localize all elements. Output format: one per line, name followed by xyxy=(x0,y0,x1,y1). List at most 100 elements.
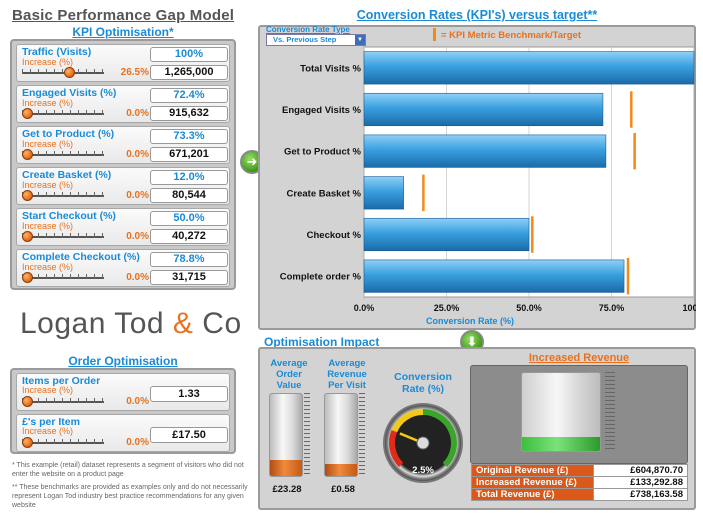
gauge-hub xyxy=(416,436,430,450)
order-card: Items per Order Increase (%) 1.33 0.0% xyxy=(16,373,230,411)
kpi-card: Traffic (Visits) Increase (%) 100% 1,265,00… xyxy=(16,44,230,82)
slider-thumb[interactable] xyxy=(22,190,33,201)
kpi-card: Create Basket (%) Increase (%) 12.0% 80,544… xyxy=(16,167,230,205)
kpi-increase-slider[interactable] xyxy=(22,233,104,238)
order-card: £'s per Item Increase (%) £17.50 0.0% xyxy=(16,414,230,452)
revenue-table: Original Revenue (£) £604,870.70 Increased… xyxy=(471,464,688,501)
aov-label: Average Order Value xyxy=(270,358,308,391)
impact-section-title: Optimisation Impact xyxy=(264,335,380,349)
aov-scale xyxy=(304,393,310,477)
order-label: Items per Order xyxy=(22,375,101,387)
revenue-row-value: £738,163.58 xyxy=(593,488,688,501)
page-title: Basic Performance Gap Model xyxy=(12,7,235,24)
kpi-increase-caption: Increase (%) xyxy=(22,98,74,108)
slider-thumb[interactable] xyxy=(63,67,75,78)
order-panel: Items per Order Increase (%) 1.33 0.0% £'s p… xyxy=(10,368,236,454)
order-value-field[interactable]: £17.50 xyxy=(150,427,228,443)
kpi-increase-slider[interactable] xyxy=(22,192,104,197)
kpi-rate-field[interactable]: 73.3% xyxy=(150,129,228,144)
revenue-fill xyxy=(522,436,600,451)
x-tick-label: 50.0% xyxy=(516,303,542,313)
x-tick-label: 100% xyxy=(682,303,696,313)
conversion-rate-type-label: Conversion Rate Type xyxy=(266,25,350,34)
conversion-section-title: Conversion Rates (KPI's) versus target** xyxy=(356,8,598,22)
slider-thumb[interactable] xyxy=(22,231,33,242)
kpi-increase-value: 0.0% xyxy=(126,190,149,201)
x-axis-label: Conversion Rate (%) xyxy=(426,316,514,326)
revenue-row: Original Revenue (£) £604,870.70 xyxy=(471,464,688,477)
conversion-rate-type-select[interactable]: Vs. Previous Step ▼ xyxy=(266,34,366,46)
category-label: Create Basket % xyxy=(287,188,362,199)
slider-thumb[interactable] xyxy=(22,396,33,407)
kpi-rate-field[interactable]: 78.8% xyxy=(150,252,228,267)
kpi-rate-field[interactable]: 100% xyxy=(150,47,228,62)
footnote-1: * This example (retail) dataset represen… xyxy=(12,462,244,478)
slider-thumb[interactable] xyxy=(22,272,33,283)
benchmark-legend-mark xyxy=(433,28,436,41)
revenue-row-label: Total Revenue (£) xyxy=(471,488,594,501)
kpi-rate-field[interactable]: 50.0% xyxy=(150,211,228,226)
x-tick-label: 0.0% xyxy=(354,303,375,313)
kpi-increase-value: 0.0% xyxy=(126,231,149,242)
kpi-rate-field[interactable]: 12.0% xyxy=(150,170,228,185)
conversion-rate-type-value: Vs. Previous Step xyxy=(273,35,337,44)
order-increase-value: 0.0% xyxy=(126,437,149,448)
revenue-row-label: Increased Revenue (£) xyxy=(471,476,594,489)
conversion-rate-gauge-label: Conversion Rate (%) xyxy=(394,371,452,395)
rpv-fill xyxy=(325,463,357,476)
kpi-increase-caption: Increase (%) xyxy=(22,180,74,190)
kpi-card: Get to Product (%) Increase (%) 73.3% 671,2… xyxy=(16,126,230,164)
conversion-rate-gauge: 2.5% xyxy=(383,403,463,483)
order-increase-slider[interactable] xyxy=(22,398,104,403)
kpi-label: Get to Product (%) xyxy=(22,128,115,140)
kpi-count-value: 80,544 xyxy=(150,188,228,203)
revenue-row-value: £604,870.70 xyxy=(593,464,688,477)
x-tick-label: 75.0% xyxy=(599,303,625,313)
order-increase-caption: Increase (%) xyxy=(22,385,74,395)
revenue-tube xyxy=(521,372,601,452)
kpi-increase-slider[interactable] xyxy=(22,110,104,115)
kpi-increase-slider[interactable] xyxy=(22,151,104,156)
bar xyxy=(363,217,530,252)
order-label: £'s per Item xyxy=(22,416,80,428)
category-label: Checkout % xyxy=(307,230,362,241)
increased-revenue-title: Increased Revenue xyxy=(528,352,630,364)
slider-thumb[interactable] xyxy=(22,108,33,119)
slider-thumb[interactable] xyxy=(22,437,33,448)
kpi-increase-caption: Increase (%) xyxy=(22,221,74,231)
bar xyxy=(363,51,695,85)
kpi-count-value: 40,272 xyxy=(150,229,228,244)
conversion-bar-chart: Total Visits % Engaged Visits % Get to Pro… xyxy=(280,46,696,326)
kpi-label: Start Checkout (%) xyxy=(22,210,116,222)
revenue-row: Increased Revenue (£) £133,292.88 xyxy=(471,476,688,489)
category-label: Engaged Visits % xyxy=(282,105,362,116)
order-increase-slider[interactable] xyxy=(22,439,104,444)
rpv-scale xyxy=(359,393,365,477)
category-label: Complete order % xyxy=(280,272,362,283)
kpi-rate-field[interactable]: 72.4% xyxy=(150,88,228,103)
aov-tube xyxy=(269,393,303,477)
kpi-increase-slider[interactable] xyxy=(22,274,104,279)
kpi-label: Complete Checkout (%) xyxy=(22,251,140,263)
kpi-increase-caption: Increase (%) xyxy=(22,262,74,272)
logan-tod-logo: Logan Tod & Co xyxy=(20,307,242,341)
revenue-scale xyxy=(605,372,615,452)
kpi-increase-value: 26.5% xyxy=(120,67,149,78)
order-value-field[interactable]: 1.33 xyxy=(150,386,228,402)
kpi-card: Start Checkout (%) Increase (%) 50.0% 40,27… xyxy=(16,208,230,246)
revenue-row: Total Revenue (£) £738,163.58 xyxy=(471,488,688,501)
bar xyxy=(363,259,625,293)
chevron-down-icon[interactable]: ▼ xyxy=(355,35,365,45)
revenue-row-value: £133,292.88 xyxy=(593,476,688,489)
kpi-count-value: 1,265,000 xyxy=(150,65,228,80)
category-label: Total Visits % xyxy=(300,63,361,74)
rpv-tube xyxy=(324,393,358,477)
slider-thumb[interactable] xyxy=(22,149,33,160)
kpi-increase-value: 0.0% xyxy=(126,272,149,283)
order-section-title: Order Optimisation xyxy=(68,354,178,368)
rpv-value: £0.58 xyxy=(331,484,355,495)
kpi-label: Engaged Visits (%) xyxy=(22,87,117,99)
category-label: Get to Product % xyxy=(284,147,362,158)
kpi-section-title: KPI Optimisation* xyxy=(72,25,174,39)
kpi-count-value: 671,201 xyxy=(150,147,228,162)
